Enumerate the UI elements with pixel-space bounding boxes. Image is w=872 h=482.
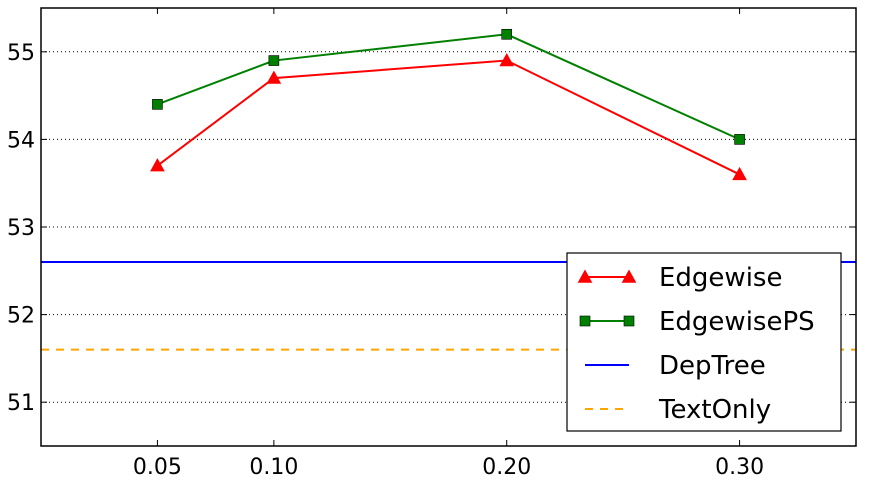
x-tick-label: 0.05 [133, 455, 182, 480]
y-tick-label: 52 [7, 304, 35, 329]
legend-marker-edgewise [577, 269, 593, 283]
legend-marker-edgewiseps [623, 315, 635, 327]
legend-marker-edgewise [621, 269, 637, 283]
x-tick-label: 0.10 [249, 455, 298, 480]
data-point-edgewiseps [152, 99, 163, 110]
series-line-edgewise [156, 59, 741, 176]
y-tick-label: 53 [7, 216, 35, 241]
legend-marker-edgewiseps [579, 315, 591, 327]
legend-label-deptree: DepTree [659, 351, 766, 381]
series-layer [150, 28, 747, 181]
legend-label-textonly: TextOnly [658, 395, 771, 425]
x-tick-label: 0.30 [715, 455, 764, 480]
x-tick-label: 0.20 [482, 455, 531, 480]
data-point-edgewise [150, 158, 165, 172]
data-point-edgewiseps [268, 55, 280, 66]
data-point-edgewiseps [734, 134, 745, 145]
legend-box [566, 252, 842, 432]
data-point-edgewise [266, 70, 282, 84]
legend-label-edgewiseps: EdgewisePS [659, 307, 815, 337]
y-tick-label: 54 [7, 128, 35, 153]
y-tick-label: 51 [7, 391, 35, 416]
data-point-edgewise [732, 166, 747, 181]
y-tick-label: 55 [7, 41, 35, 66]
data-point-edgewise [499, 53, 515, 67]
legend: Edgewise EdgewisePS DepTree TextOnly [566, 252, 842, 432]
data-point-edgewiseps [501, 28, 513, 40]
axis-ticks: 51 52 53 54 55 0.05 0.10 0.20 0.30 [7, 8, 856, 480]
legend-label-edgewise: Edgewise [659, 263, 782, 293]
series-line-edgewiseps [157, 33, 740, 141]
